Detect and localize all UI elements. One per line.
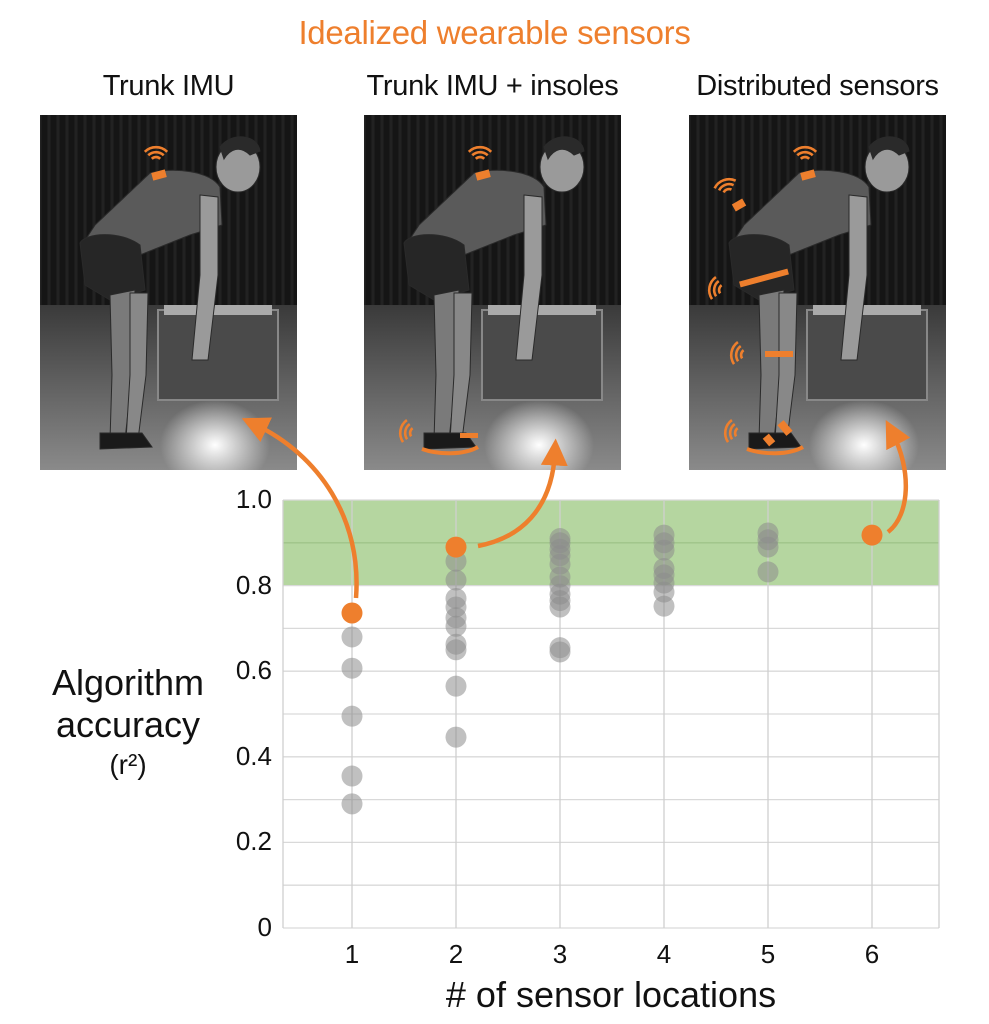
floor-light (160, 400, 270, 470)
data-point (757, 561, 779, 583)
wireless-signal-icon (707, 275, 723, 300)
y-tick-label: 0 (257, 912, 272, 942)
pelvis-sensor (731, 198, 747, 212)
lifted-box (157, 309, 279, 401)
trunk-sensor (800, 169, 816, 181)
figure-title: Idealized wearable sensors (298, 14, 691, 51)
lifted-box (481, 309, 603, 401)
photo-trunk-imu (40, 115, 297, 470)
data-point (757, 536, 779, 558)
foot-sensor (746, 445, 804, 456)
data-point (445, 569, 467, 591)
data-point (653, 539, 675, 561)
data-point (445, 615, 467, 637)
wireless-signal-icon (398, 418, 414, 443)
thigh-sensor (739, 268, 789, 288)
x-tick-label: 4 (656, 939, 672, 969)
data-point (341, 626, 363, 648)
insole-sensor (421, 445, 479, 456)
wireless-signal-icon (467, 145, 493, 160)
y-axis-unit: (r²) (109, 749, 147, 780)
person-silhouette (79, 136, 261, 450)
floor-light (809, 400, 919, 470)
lifting-person-illustration (364, 115, 621, 470)
panel-label-distributed-sensors: Distributed sensors (696, 70, 939, 102)
hair (219, 136, 261, 161)
wireless-signal-icon (729, 340, 745, 365)
data-point (445, 675, 467, 697)
x-tick-label: 2 (448, 939, 464, 969)
lifting-person-illustration (40, 115, 297, 470)
data-point (341, 793, 363, 815)
data-point (341, 705, 363, 727)
data-point (549, 596, 571, 618)
y-axis-label-text: Algorithm accuracy (51, 662, 205, 745)
data-point (341, 657, 363, 679)
hair (868, 136, 910, 161)
shoes (99, 432, 153, 450)
x-axis-label: # of sensor locations (445, 974, 777, 1015)
panel-label-trunk-imu-insoles: Trunk IMU + insoles (366, 70, 619, 102)
data-point (549, 641, 571, 663)
x-tick-label: 5 (760, 939, 776, 969)
callout-arrow-1 (241, 417, 359, 599)
y-tick-label: 0.2 (235, 826, 272, 857)
highlighted-data-point (341, 602, 363, 624)
callout-arrow-2 (477, 438, 568, 549)
photo-trunk-imu-insoles (364, 115, 621, 470)
wireless-signal-icon (143, 145, 169, 160)
panel-label-trunk-imu: Trunk IMU (102, 70, 235, 102)
y-axis-label: Algorithm accuracy (r²) (28, 662, 228, 784)
wireless-signal-icon (713, 177, 737, 194)
wireless-signal-icon (792, 145, 818, 160)
wireless-signal-icon (723, 418, 739, 443)
highlighted-data-point (861, 524, 883, 546)
shank-sensor (765, 351, 793, 357)
y-tick-label: 1.0 (235, 484, 272, 514)
data-point (653, 595, 675, 617)
callout-arrow-3 (885, 420, 911, 534)
y-tick-label: 0.4 (235, 740, 272, 771)
x-tick-label: 1 (344, 939, 360, 969)
highlighted-data-point (445, 536, 467, 558)
trunk-sensor (151, 169, 167, 181)
x-tick-label: 3 (552, 939, 568, 969)
data-point (445, 639, 467, 661)
data-point (341, 765, 363, 787)
trunk-sensor (475, 169, 491, 181)
hair (543, 136, 585, 161)
x-tick-label: 6 (864, 939, 880, 969)
y-tick-label: 0.6 (235, 655, 272, 686)
y-tick-label: 0.8 (235, 569, 272, 600)
data-point (445, 726, 467, 748)
